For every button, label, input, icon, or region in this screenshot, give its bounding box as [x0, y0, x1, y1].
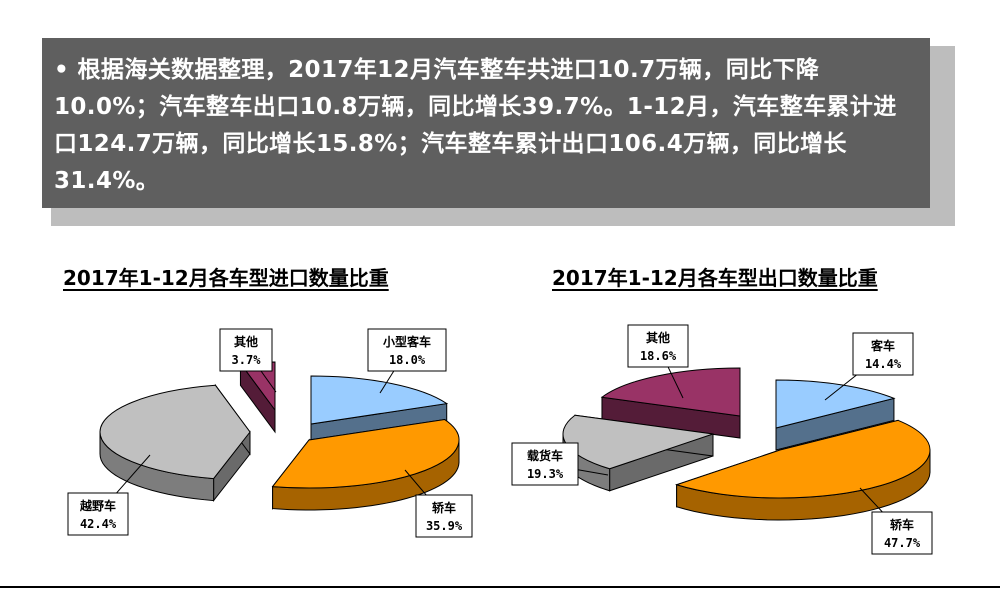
pie-1-label-value-2: 19.3%: [527, 467, 564, 481]
pie-1-label-name-2: 载货车: [527, 448, 563, 463]
pie-0-label-box-2: [67, 492, 129, 536]
pie-0-label-value-3: 3.7%: [232, 353, 262, 367]
pie-0-slice-1: [271, 418, 460, 511]
export-chart-title: 2017年1-12月各车型出口数量比重: [552, 266, 878, 290]
pie-1-label-2: 载货车 19.3%: [511, 442, 609, 486]
pie-chart-0: 小型客车 18.0% 轿车 35.9% 越野车 42.4% 其他 3.7%: [67, 328, 473, 538]
pie-0-slice-1-top: [271, 419, 460, 489]
pie-1-label-box-1: [871, 511, 933, 555]
pie-0-label-value-0: 18.0%: [389, 353, 426, 367]
pie-1-label-name-0: 客车: [870, 338, 895, 353]
pie-0-label-name-1: 轿车: [432, 500, 456, 515]
pie-0-slice-3: [239, 361, 276, 434]
pie-0-label-value-1: 35.9%: [426, 519, 463, 533]
pie-1-label-box-3: [627, 324, 689, 368]
pie-0-label-2: 越野车 42.4%: [67, 454, 151, 536]
pie-1-slice-0-top: [775, 379, 896, 429]
pie-1-label-name-3: 其他: [646, 330, 670, 345]
pie-1-label-box-0: [852, 332, 914, 376]
pie-1-label-value-0: 14.4%: [865, 357, 902, 371]
pie-1-label-value-3: 18.6%: [640, 349, 677, 363]
pie-1-slice-1: [674, 419, 931, 521]
pie-1-slice-0: [775, 379, 896, 451]
pie-1-label-box-2: [511, 442, 579, 486]
pie-0-label-1: 轿车 35.9%: [404, 469, 473, 538]
pie-1-slice-1-top: [674, 419, 931, 499]
pie-1-label-name-1: 轿车: [890, 517, 914, 532]
summary-box: • 根据海关数据整理，2017年12月汽车整车共进口10.7万辆，同比下降10.…: [42, 38, 930, 208]
pie-0-label-3: 其他 3.7%: [219, 328, 277, 393]
pie-1-label-3: 其他 18.6%: [627, 324, 689, 399]
pie-1-slice-3-top: [600, 367, 741, 417]
pie-0-label-box-3: [219, 328, 273, 372]
summary-paragraph: • 根据海关数据整理，2017年12月汽车整车共进口10.7万辆，同比下降10.…: [54, 52, 920, 200]
pie-0-label-name-0: 小型客车: [383, 334, 431, 349]
pie-1-label-value-1: 47.7%: [884, 536, 921, 550]
pie-0-label-name-2: 越野车: [79, 498, 116, 513]
pie-0-label-name-3: 其他: [234, 334, 258, 349]
pie-chart-1: 客车 14.4% 轿车 47.7% 载货车 19.3% 其他 18.6%: [511, 324, 933, 555]
footer-divider: [0, 586, 1000, 588]
pie-0-label-box-1: [415, 494, 473, 538]
bullet-glyph: •: [54, 57, 70, 83]
pie-0-slice-2: [99, 383, 251, 503]
pie-0-label-box-0: [367, 328, 447, 372]
summary-text: 根据海关数据整理，2017年12月汽车整车共进口10.7万辆，同比下降10.0%…: [54, 57, 897, 194]
pie-1-label-0: 客车 14.4%: [824, 332, 914, 401]
pie-1-label-1: 轿车 47.7%: [859, 487, 933, 555]
pie-0-slice-0-top: [310, 375, 449, 425]
pie-0-label-0: 小型客车 18.0%: [367, 328, 447, 394]
import-chart-title: 2017年1-12月各车型进口数量比重: [63, 266, 389, 290]
pie-0-slice-2-top: [99, 384, 251, 480]
pie-0-label-value-2: 42.4%: [80, 517, 117, 531]
pie-1-slice-2: [562, 414, 714, 492]
